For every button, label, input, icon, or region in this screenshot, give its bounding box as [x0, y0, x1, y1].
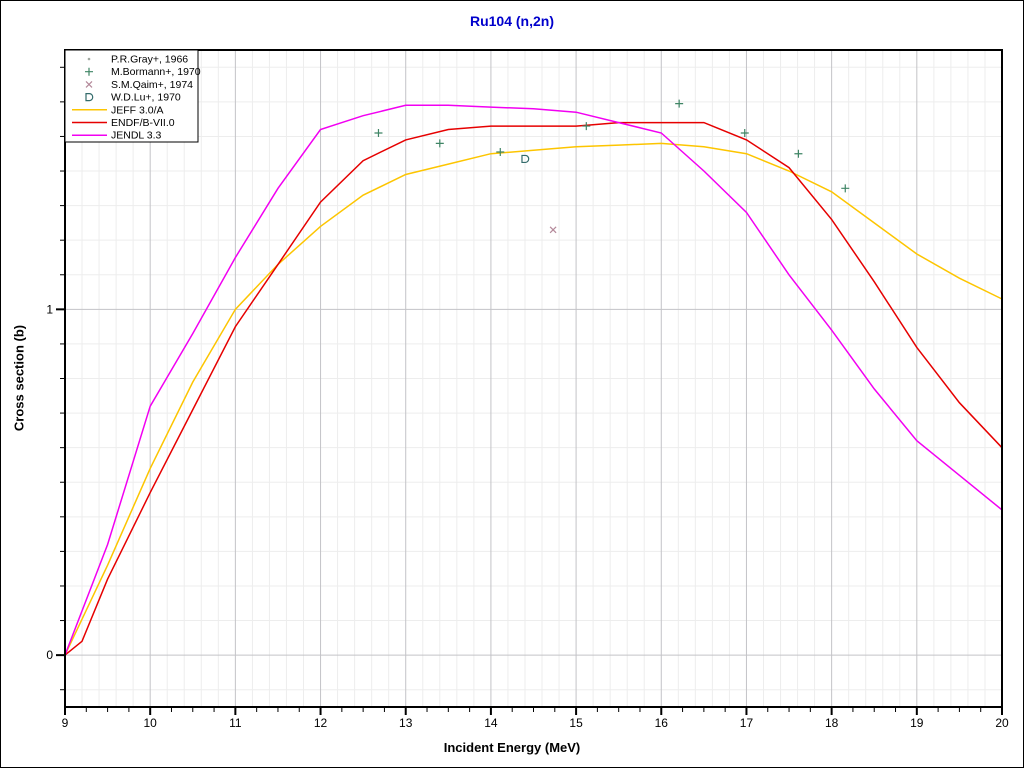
y-tick-label: 1 — [46, 302, 53, 316]
x-tick-label: 12 — [314, 716, 328, 730]
curve-jendl-3-3 — [64, 104, 1003, 656]
legend-entry-endf-b-vii-0: ENDF/B-VII.0 — [72, 117, 175, 129]
legend-entry-w-d-lu-1970: W.D.Lu+, 1970 — [85, 92, 181, 104]
x-tick-label: 15 — [569, 716, 583, 730]
x-tick-label: 10 — [144, 716, 158, 730]
grid-major — [65, 50, 1002, 707]
legend-label: S.M.Qaim+, 1974 — [111, 79, 193, 91]
x-tick-label: 18 — [825, 716, 839, 730]
x-tick-label: 17 — [740, 716, 754, 730]
y-tick-label: 0 — [46, 648, 53, 662]
points-s-m-qaim-1974 — [549, 226, 557, 234]
x-tick-label: 13 — [399, 716, 413, 730]
legend-label: JEFF 3.0/A — [111, 104, 164, 116]
curve-endf-b-vii-0 — [64, 121, 1003, 656]
legend-entry-p-r-gray-1966: P.R.Gray+, 1966 — [87, 54, 188, 66]
x-tick-label: 9 — [62, 716, 69, 730]
legend-label: M.Bormann+, 1970 — [111, 66, 201, 78]
chart-title: Ru104 (n,2n) — [469, 13, 554, 29]
legend-entry-m-bormann-1970: M.Bormann+, 1970 — [85, 66, 201, 78]
x-tick-label: 19 — [910, 716, 924, 730]
curve-jeff-3-0-a — [64, 142, 1003, 656]
points-m-bormann-1970 — [374, 99, 850, 193]
x-tick-label: 16 — [655, 716, 669, 730]
x-tick-label: 14 — [484, 716, 498, 730]
legend-entry-s-m-qaim-1974: S.M.Qaim+, 1974 — [85, 79, 193, 91]
legend-entry-jeff-3-0-a: JEFF 3.0/A — [72, 104, 164, 116]
x-tick-label: 11 — [229, 716, 242, 730]
grid-minor — [65, 50, 1002, 707]
legend-label: ENDF/B-VII.0 — [111, 117, 175, 129]
legend-label: P.R.Gray+, 1966 — [111, 54, 188, 66]
legend-entry-jendl-3-3: JENDL 3.3 — [72, 130, 162, 142]
y-axis-label: Cross section (b) — [11, 324, 27, 432]
x-axis-ticks: 9 10 11 12 13 14 15 16 17 18 19 20 — [62, 707, 1009, 730]
x-axis-label: Incident Energy (MeV) — [443, 740, 581, 755]
points-w-d-lu-1970 — [521, 154, 530, 164]
x-tick-label: 20 — [995, 716, 1009, 730]
y-axis-ticks: 01 — [46, 66, 65, 691]
legend-label: W.D.Lu+, 1970 — [111, 92, 181, 104]
legend-label: JENDL 3.3 — [111, 130, 162, 142]
